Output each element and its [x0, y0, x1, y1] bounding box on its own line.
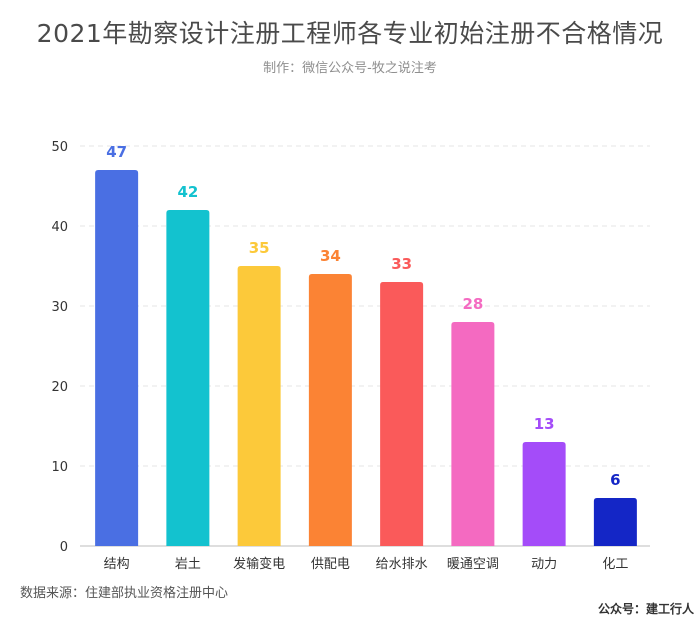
data-label: 6 — [610, 471, 620, 489]
bar — [380, 282, 424, 546]
x-tick-label: 化工 — [602, 557, 628, 572]
x-tick-label: 暖通空调 — [447, 557, 499, 572]
data-label: 34 — [320, 247, 341, 265]
chart-subtitle: 制作：微信公众号-牧之说注考 — [263, 61, 437, 76]
data-label: 42 — [177, 183, 198, 201]
data-label: 13 — [534, 415, 555, 433]
y-tick-label: 0 — [60, 540, 68, 555]
bar — [593, 498, 637, 546]
y-tick-label: 20 — [51, 380, 68, 395]
y-tick-label: 40 — [51, 220, 68, 235]
x-tick-label: 结构 — [104, 557, 130, 572]
x-tick-label: 动力 — [531, 557, 557, 572]
x-tick-label: 给水排水 — [376, 557, 428, 572]
y-tick-label: 10 — [51, 460, 68, 475]
brand-watermark: 公众号：建工行人 — [597, 602, 694, 616]
bar — [237, 266, 281, 546]
bar — [451, 322, 495, 546]
bar — [166, 210, 210, 546]
data-label: 28 — [462, 295, 483, 313]
x-tick-label: 发输变电 — [233, 556, 285, 572]
bar — [522, 442, 566, 546]
bar — [308, 274, 352, 546]
data-label: 47 — [106, 143, 127, 161]
data-source-note: 数据来源：住建部执业资格注册中心 — [20, 586, 229, 601]
bar — [95, 170, 139, 546]
x-tick-label: 供配电 — [311, 557, 350, 572]
y-tick-label: 30 — [51, 300, 68, 315]
chart-title: 2021年勘察设计注册工程师各专业初始注册不合格情况 — [36, 19, 664, 48]
data-label: 33 — [391, 255, 412, 273]
y-tick-label: 50 — [51, 140, 68, 155]
data-label: 35 — [249, 239, 270, 257]
x-tick-label: 岩土 — [175, 557, 201, 572]
